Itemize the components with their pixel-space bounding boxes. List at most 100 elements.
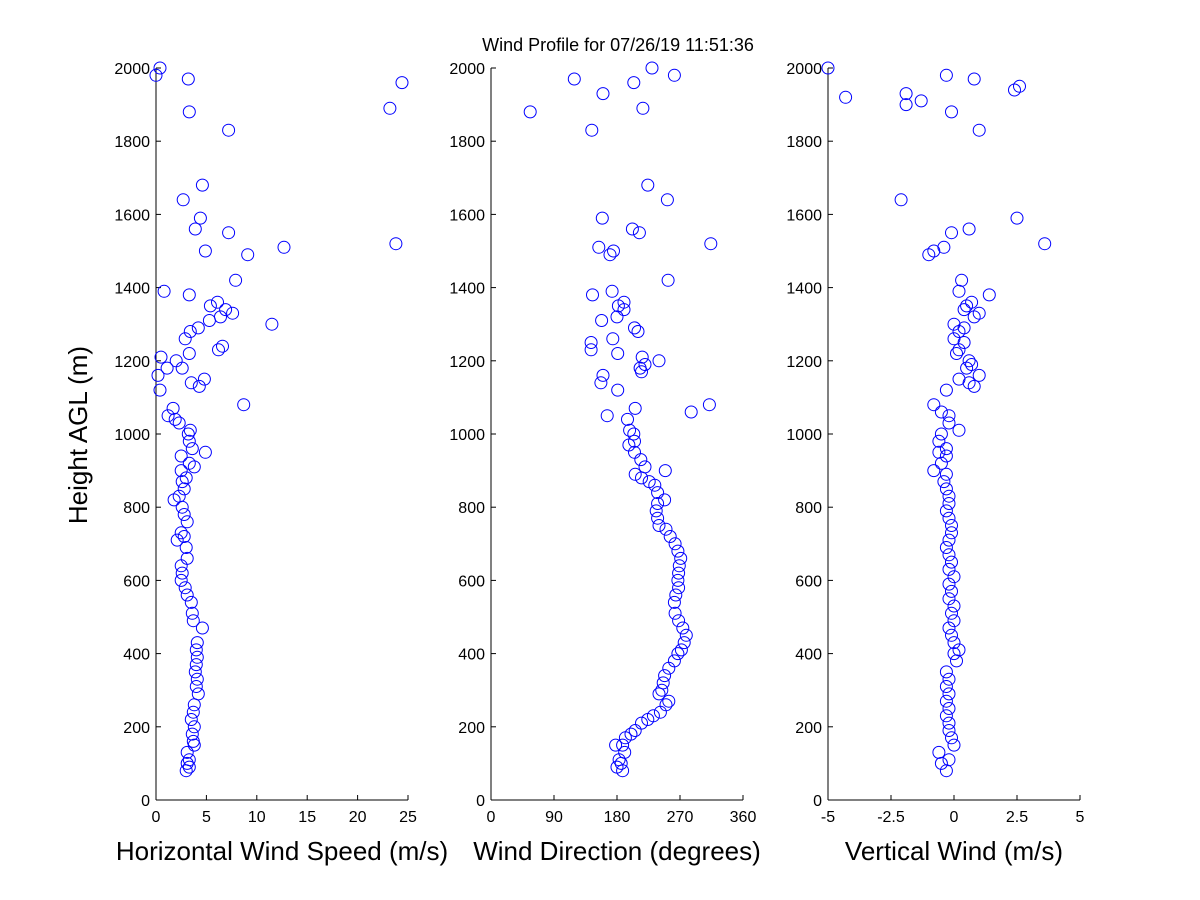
data-point bbox=[178, 332, 192, 346]
data-point bbox=[193, 211, 207, 225]
panel-horizontal-wind-speed: 0 200 400 600 800 1000 1200 1400 1600 1800 2000 0 5 1… bbox=[114, 61, 448, 866]
data-point bbox=[952, 423, 966, 437]
data-point bbox=[183, 423, 197, 437]
data-point bbox=[658, 669, 672, 683]
data-point bbox=[656, 676, 670, 690]
data-point bbox=[1013, 79, 1026, 93]
data-point bbox=[634, 453, 648, 467]
data-point bbox=[191, 321, 205, 335]
y-axis-label: Height AGL (m) bbox=[63, 346, 93, 524]
data-point bbox=[922, 248, 936, 262]
data-point bbox=[939, 680, 953, 693]
panel-wind-direction: 0 200 400 600 800 1000 1200 1400 1600 1800 2000 0 90… bbox=[449, 61, 760, 866]
data-point bbox=[939, 442, 953, 456]
data-point bbox=[617, 295, 631, 309]
data-point bbox=[618, 745, 632, 759]
data-point bbox=[182, 434, 196, 448]
y-tick-label: 200 bbox=[795, 720, 822, 737]
data-point bbox=[605, 284, 619, 298]
data-point bbox=[899, 87, 913, 101]
y-tick-label: 800 bbox=[795, 500, 822, 517]
data-point bbox=[671, 573, 685, 587]
data-point bbox=[952, 372, 966, 386]
data-point bbox=[607, 244, 620, 258]
data-point bbox=[972, 368, 986, 382]
data-point bbox=[175, 566, 189, 580]
data-point bbox=[212, 343, 225, 357]
data-point bbox=[596, 368, 610, 382]
data-point bbox=[222, 123, 236, 137]
x-tick-label: 2.5 bbox=[1006, 809, 1028, 826]
data-point bbox=[182, 105, 196, 119]
data-point bbox=[659, 522, 673, 536]
data-point bbox=[671, 544, 685, 558]
data-point bbox=[389, 237, 403, 251]
data-point bbox=[586, 288, 599, 302]
data-point bbox=[189, 680, 203, 693]
y-tick-label: 200 bbox=[123, 720, 150, 737]
data-point bbox=[203, 299, 217, 313]
data-point bbox=[839, 90, 853, 104]
data-point bbox=[638, 460, 652, 474]
data-point bbox=[899, 98, 913, 112]
data-point bbox=[567, 72, 581, 86]
data-point bbox=[170, 533, 184, 547]
x-axis-label: Horizontal Wind Speed (m/s) bbox=[116, 836, 448, 866]
y-tick-label: 1200 bbox=[786, 354, 822, 371]
y-tick-label: 1600 bbox=[114, 207, 150, 224]
data-point bbox=[952, 643, 966, 657]
y-tick-label: 1600 bbox=[786, 207, 822, 224]
y-tick-label: 1400 bbox=[114, 281, 150, 298]
data-point bbox=[169, 354, 183, 368]
data-point bbox=[942, 533, 956, 547]
data-point bbox=[187, 720, 201, 734]
data-point bbox=[595, 314, 609, 327]
data-point bbox=[942, 621, 956, 635]
data-point bbox=[914, 94, 928, 108]
data-point bbox=[950, 654, 963, 668]
x-tick-label: 25 bbox=[399, 809, 417, 826]
y-tick-label: 600 bbox=[123, 573, 150, 590]
data-point bbox=[192, 379, 206, 393]
data-point bbox=[947, 614, 961, 628]
data-point bbox=[942, 577, 956, 591]
data-point bbox=[651, 486, 665, 500]
data-point bbox=[676, 621, 690, 635]
data-point bbox=[939, 541, 953, 554]
x-tick-label: 0 bbox=[152, 809, 161, 826]
data-point bbox=[967, 310, 981, 324]
data-point bbox=[191, 687, 205, 701]
data-point bbox=[947, 332, 961, 346]
data-point bbox=[584, 343, 598, 357]
data-point bbox=[184, 376, 198, 390]
data-point bbox=[175, 361, 189, 375]
chart-title: Wind Profile for 07/26/19 11:51:36 bbox=[482, 35, 754, 55]
data-point bbox=[185, 442, 199, 456]
data-point bbox=[939, 694, 953, 708]
data-point bbox=[186, 734, 200, 748]
data-point bbox=[628, 467, 642, 481]
y-tick-label: 1600 bbox=[449, 207, 485, 224]
data-point bbox=[942, 562, 956, 576]
data-point bbox=[945, 105, 958, 119]
data-point bbox=[216, 339, 229, 353]
data-point bbox=[658, 464, 672, 478]
data-point bbox=[177, 508, 191, 521]
data-point bbox=[190, 650, 204, 664]
data-point bbox=[932, 445, 946, 459]
data-point bbox=[181, 427, 195, 441]
data-point bbox=[821, 61, 835, 75]
y-tick-label: 1400 bbox=[786, 281, 822, 298]
y-tick-label: 400 bbox=[795, 647, 822, 664]
data-point bbox=[962, 222, 976, 236]
x-tick-label: 10 bbox=[248, 809, 266, 826]
data-point bbox=[1038, 237, 1052, 251]
data-point bbox=[939, 68, 953, 82]
data-point bbox=[658, 493, 672, 507]
data-point bbox=[185, 727, 199, 741]
data-point bbox=[172, 416, 186, 430]
data-point bbox=[211, 295, 224, 309]
data-point bbox=[672, 581, 686, 595]
data-point bbox=[181, 72, 195, 86]
y-tick-label: 0 bbox=[476, 793, 485, 810]
